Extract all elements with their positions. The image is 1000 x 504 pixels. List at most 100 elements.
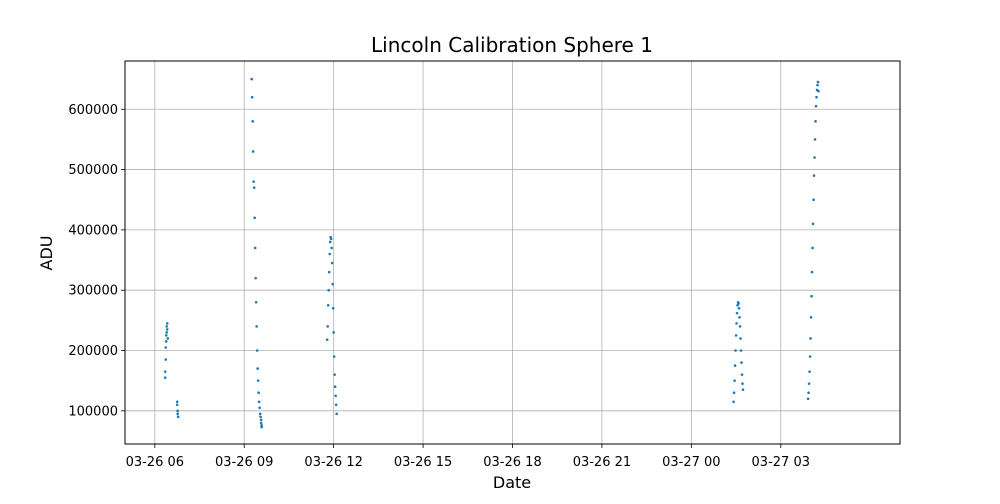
data-point bbox=[326, 325, 329, 328]
data-point bbox=[332, 355, 336, 358]
data-point bbox=[737, 302, 740, 305]
data-point bbox=[164, 340, 168, 343]
x-tick-label: 03-26 12 bbox=[304, 455, 362, 470]
data-point bbox=[328, 240, 332, 244]
data-point bbox=[164, 346, 168, 349]
data-point bbox=[732, 400, 735, 404]
data-point bbox=[813, 156, 816, 159]
data-point bbox=[255, 325, 258, 328]
x-tick-label: 03-26 09 bbox=[215, 455, 273, 470]
data-point bbox=[256, 367, 259, 370]
data-point bbox=[328, 252, 331, 256]
data-point bbox=[175, 403, 179, 407]
data-point bbox=[741, 388, 745, 392]
data-point bbox=[260, 424, 263, 427]
data-point bbox=[334, 403, 338, 407]
x-axis-label: Date bbox=[493, 473, 531, 492]
data-point bbox=[808, 370, 811, 373]
data-point bbox=[331, 306, 335, 310]
data-point bbox=[260, 425, 263, 429]
data-point bbox=[811, 222, 815, 226]
chart-title: Lincoln Calibration Sphere 1 bbox=[371, 33, 653, 57]
data-point bbox=[253, 216, 256, 220]
x-tick-label: 03-27 00 bbox=[662, 455, 720, 470]
x-tick-label: 03-26 15 bbox=[394, 455, 452, 470]
data-point bbox=[176, 412, 179, 416]
data-point bbox=[814, 120, 817, 123]
data-point bbox=[732, 391, 736, 395]
y-tick-label: 400000 bbox=[68, 223, 118, 238]
data-point bbox=[254, 300, 258, 304]
data-point bbox=[812, 174, 816, 177]
data-point bbox=[166, 337, 170, 340]
data-point bbox=[741, 382, 744, 385]
y-tick-label: 300000 bbox=[68, 284, 118, 299]
x-tick-label: 03-26 06 bbox=[126, 455, 184, 470]
data-point bbox=[259, 421, 263, 425]
data-point bbox=[176, 415, 180, 419]
data-point bbox=[810, 270, 814, 274]
data-point bbox=[327, 270, 331, 274]
data-point bbox=[817, 89, 820, 93]
data-point bbox=[809, 337, 812, 340]
data-point bbox=[331, 282, 334, 286]
data-point bbox=[325, 338, 329, 341]
data-point bbox=[330, 261, 334, 265]
data-point bbox=[329, 237, 333, 241]
data-point bbox=[332, 331, 335, 334]
data-point bbox=[733, 364, 737, 367]
data-point bbox=[733, 379, 736, 382]
x-tick-label: 03-26 18 bbox=[483, 455, 541, 470]
data-point bbox=[809, 316, 813, 319]
data-point bbox=[165, 325, 169, 328]
y-tick-label: 500000 bbox=[68, 163, 118, 178]
data-point bbox=[250, 95, 254, 99]
data-point bbox=[334, 394, 337, 398]
y-ticks: 100000 200000 300000 400000 500000 600000 bbox=[68, 103, 125, 419]
data-point bbox=[165, 322, 169, 325]
data-point bbox=[175, 400, 179, 404]
x-tick-label: 03-26 21 bbox=[573, 455, 631, 470]
data-point bbox=[258, 412, 262, 416]
grid bbox=[125, 61, 900, 444]
data-point bbox=[738, 325, 742, 328]
data-point bbox=[251, 120, 254, 123]
data-point bbox=[813, 138, 817, 141]
data-point bbox=[163, 370, 167, 373]
data-point bbox=[812, 198, 815, 202]
data-point bbox=[735, 311, 739, 315]
data-point bbox=[739, 337, 742, 340]
data-point bbox=[255, 349, 259, 352]
data-point bbox=[807, 391, 810, 395]
data-point bbox=[326, 303, 330, 307]
data-point bbox=[333, 385, 337, 389]
data-point bbox=[740, 373, 744, 376]
data-point bbox=[250, 77, 253, 81]
data-point bbox=[330, 246, 333, 250]
data-point bbox=[257, 400, 261, 404]
data-point bbox=[257, 391, 260, 395]
data-point bbox=[806, 397, 810, 401]
y-tick-label: 600000 bbox=[68, 103, 118, 118]
data-point bbox=[327, 288, 330, 292]
data-point bbox=[164, 358, 168, 361]
data-point bbox=[164, 334, 168, 337]
data-point bbox=[251, 150, 255, 153]
data-point bbox=[816, 80, 820, 84]
data-point bbox=[258, 406, 261, 410]
data-point bbox=[734, 349, 737, 352]
data-point bbox=[165, 331, 169, 334]
data-point bbox=[740, 361, 743, 364]
data-point bbox=[815, 95, 818, 99]
data-point bbox=[807, 382, 811, 385]
data-point bbox=[739, 349, 743, 352]
data-point bbox=[808, 355, 812, 358]
data-point bbox=[259, 415, 262, 419]
x-tick-label: 03-27 03 bbox=[752, 455, 810, 470]
data-point bbox=[810, 294, 813, 298]
x-ticks: 03-26 06 03-26 09 03-26 12 03-26 15 03-26 18… bbox=[126, 444, 810, 470]
y-axis-label: ADU bbox=[37, 236, 56, 271]
data-point bbox=[259, 418, 263, 422]
data-point bbox=[333, 373, 336, 376]
